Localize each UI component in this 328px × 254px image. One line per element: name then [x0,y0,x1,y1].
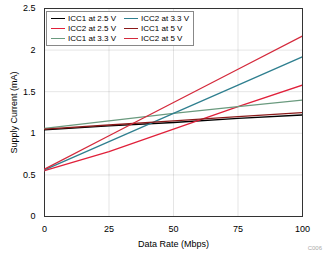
svg-text:0: 0 [30,211,35,221]
svg-text:1.5: 1.5 [23,87,36,97]
svg-text:2: 2 [30,45,35,55]
html-text:ICC1 at 5 V: ICC1 at 5 V [141,24,183,33]
html-text:ICC2 at 2.5 V: ICC2 at 2.5 V [68,24,116,33]
svg-text:Supply Current (mA): Supply Current (mA) [9,71,19,153]
svg-text:Data Rate (Mbps): Data Rate (Mbps) [138,239,209,249]
svg-text:25: 25 [104,224,114,234]
svg-text:75: 75 [233,224,243,234]
svg-text:0.5: 0.5 [23,170,36,180]
html-text:ICC1 at 3.3 V: ICC1 at 3.3 V [68,34,116,43]
html-text:ICC1 at 2.5 V: ICC1 at 2.5 V [68,14,116,23]
html-text:ICC2 at 5 V: ICC2 at 5 V [141,34,183,43]
svg-text:1: 1 [30,128,35,138]
svg-text:50: 50 [168,224,178,234]
svg-text:100: 100 [295,224,310,234]
html-text:C006: C006 [307,245,322,251]
html-text:ICC2 at 3.3 V: ICC2 at 3.3 V [141,14,190,23]
svg-text:2.5: 2.5 [23,3,36,13]
svg-text:0: 0 [42,224,47,234]
